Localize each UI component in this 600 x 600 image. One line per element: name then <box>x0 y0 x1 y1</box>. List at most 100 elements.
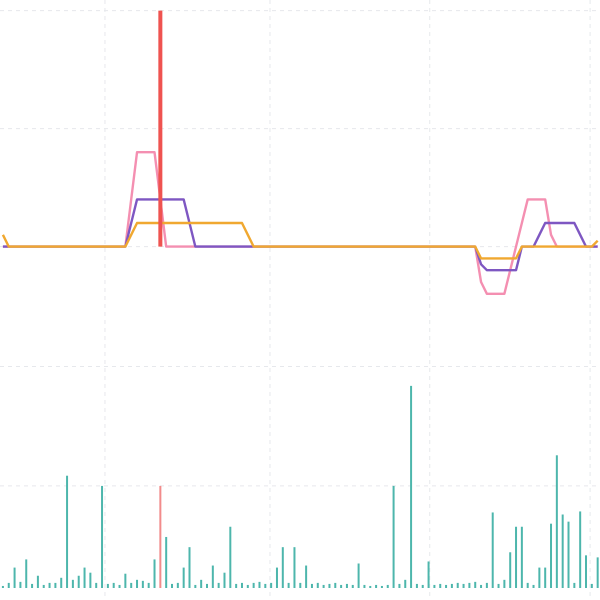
bar <box>270 582 273 588</box>
bar <box>19 581 22 588</box>
bar <box>200 579 203 588</box>
bar <box>398 583 401 588</box>
bar <box>503 579 506 588</box>
bar <box>421 584 424 588</box>
bar <box>7 582 10 588</box>
bar <box>158 10 163 247</box>
bar <box>363 584 366 588</box>
bar <box>54 582 57 588</box>
bar <box>520 526 523 588</box>
bar <box>456 582 459 588</box>
bar <box>386 584 389 588</box>
bar <box>322 584 325 588</box>
bar <box>211 565 214 588</box>
bar <box>112 582 115 588</box>
bar <box>590 583 593 588</box>
bar <box>439 583 442 588</box>
bar <box>334 582 337 588</box>
bar <box>194 584 197 588</box>
bar <box>1 585 4 588</box>
bar <box>427 561 430 588</box>
bar <box>60 577 63 588</box>
bar <box>25 559 28 588</box>
bar <box>497 583 500 588</box>
bar <box>252 582 255 588</box>
bar <box>66 475 69 588</box>
bar <box>357 563 360 588</box>
bar <box>176 582 179 588</box>
bar <box>182 567 185 588</box>
bar <box>205 583 208 588</box>
bar <box>235 583 238 588</box>
bar <box>538 567 541 588</box>
bar <box>462 583 465 588</box>
bar <box>89 572 92 588</box>
bar <box>165 536 168 588</box>
bar <box>258 581 261 588</box>
bar <box>136 579 139 588</box>
bar <box>124 573 127 588</box>
bar <box>375 584 378 588</box>
bar <box>141 580 144 588</box>
bar <box>71 579 74 588</box>
bar <box>316 582 319 588</box>
bar <box>240 582 243 588</box>
bar <box>526 582 529 588</box>
bar <box>445 584 448 588</box>
bar <box>101 485 104 588</box>
bar <box>264 583 267 588</box>
bar <box>468 582 471 588</box>
bar <box>515 526 518 588</box>
bar <box>544 567 547 588</box>
bar <box>555 455 558 588</box>
bar <box>223 572 226 588</box>
line <box>2 151 598 295</box>
bar <box>36 575 39 588</box>
bar <box>579 511 582 588</box>
bar <box>130 582 133 588</box>
bar <box>147 582 150 588</box>
bar <box>83 567 86 588</box>
bar <box>95 582 98 588</box>
bar <box>246 584 249 588</box>
bar <box>380 585 383 588</box>
bar <box>480 584 483 588</box>
bar <box>48 582 51 588</box>
bar <box>287 582 290 588</box>
bar <box>404 579 407 588</box>
bar <box>433 584 436 588</box>
bar <box>415 583 418 588</box>
bar <box>229 526 232 588</box>
line <box>1 221 599 260</box>
bar <box>281 547 284 588</box>
bar <box>31 583 34 588</box>
bar <box>340 584 343 588</box>
bar <box>106 583 109 588</box>
bar <box>328 583 331 588</box>
bar <box>171 583 174 588</box>
bar <box>217 582 220 588</box>
bar <box>77 575 80 588</box>
bar <box>392 485 395 588</box>
bar <box>275 567 278 588</box>
bar <box>573 582 576 588</box>
bar <box>567 521 570 588</box>
bar <box>13 567 16 588</box>
bar <box>561 514 564 588</box>
bar <box>153 559 156 588</box>
bar <box>509 552 512 588</box>
bar <box>532 584 535 588</box>
bar <box>596 557 599 588</box>
bar <box>450 583 453 588</box>
bar <box>118 584 121 588</box>
bar <box>491 512 494 588</box>
bar <box>369 585 372 588</box>
bar <box>550 523 553 588</box>
bar <box>42 584 45 588</box>
bar <box>305 565 308 588</box>
bar <box>310 583 313 588</box>
bar <box>159 485 162 588</box>
bar <box>585 555 588 588</box>
